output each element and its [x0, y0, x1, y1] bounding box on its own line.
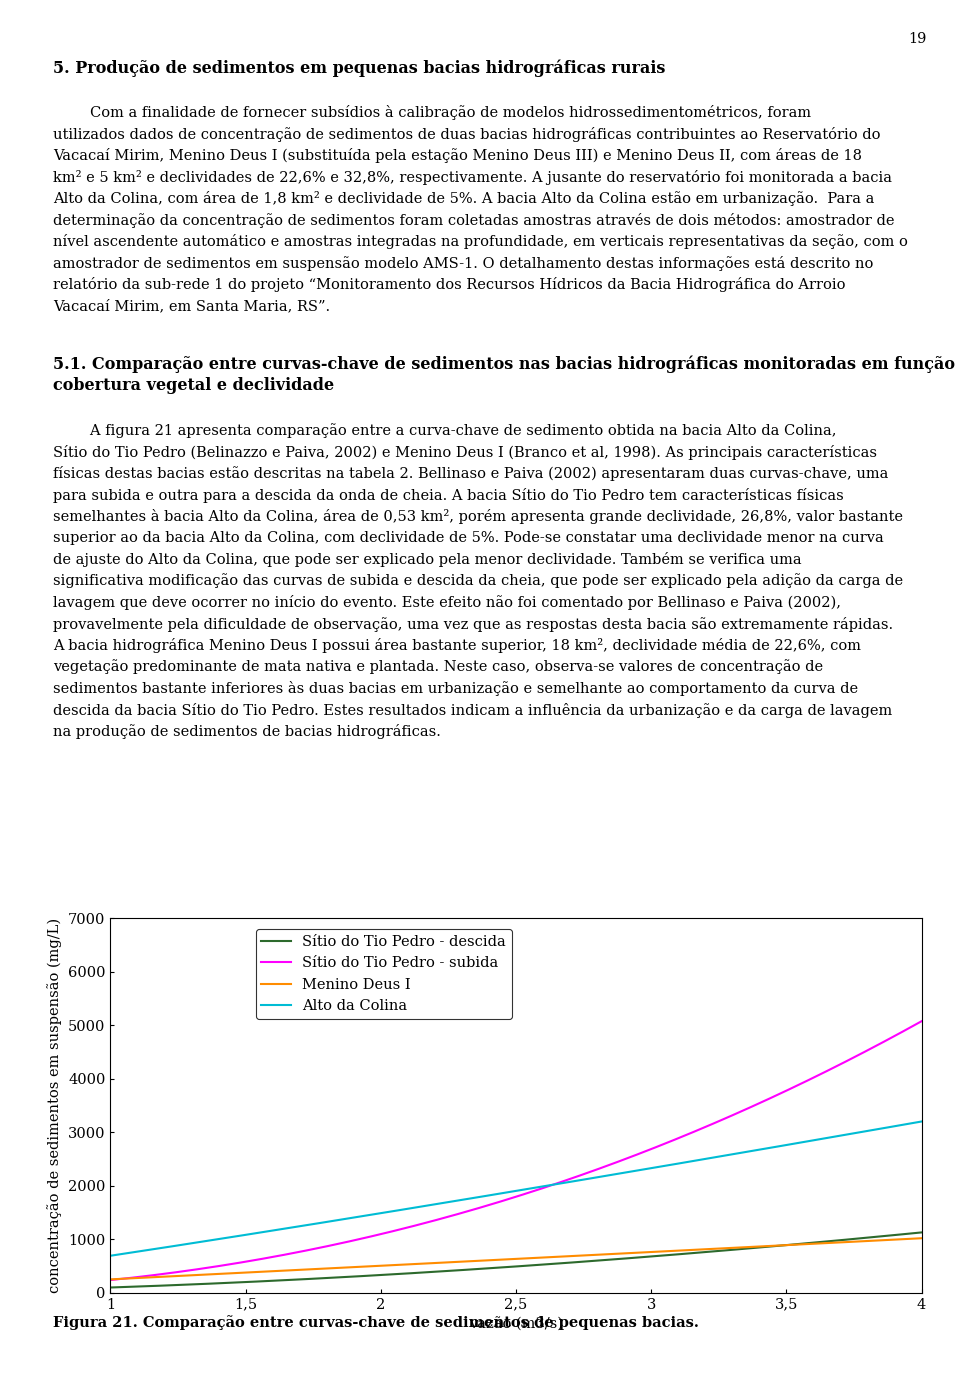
Text: 5.1. Comparação entre curvas-chave de sedimentos nas bacias hidrográficas monito: 5.1. Comparação entre curvas-chave de se… [53, 355, 960, 373]
Text: Sítio do Tio Pedro (Belinazzo e Paiva, 2002) e Menino Deus I (Branco et al, 1998: Sítio do Tio Pedro (Belinazzo e Paiva, 2… [53, 444, 876, 459]
Sítio do Tio Pedro - descida [588, 1252, 599, 1269]
Text: nível ascendente automático e amostras integradas na profundidade, em verticais : nível ascendente automático e amostras i… [53, 234, 907, 250]
Text: Vacacaí Mirim, Menino Deus I (substituída pela estação Menino Deus III) e Menino: Vacacaí Mirim, Menino Deus I (substituíd… [53, 148, 862, 164]
X-axis label: vazão (m3/s): vazão (m3/s) [469, 1318, 563, 1332]
Alto da Colina [588, 1169, 599, 1186]
Line: Menino Deus I: Menino Deus I [110, 1239, 922, 1279]
Menino Deus I [916, 1230, 927, 1247]
Text: físicas destas bacias estão descritas na tabela 2. Bellinaso e Paiva (2002) apre: físicas destas bacias estão descritas na… [53, 466, 888, 481]
Text: Figura 21. Comparação entre curvas-chave de sedimentos de pequenas bacias.: Figura 21. Comparação entre curvas-chave… [53, 1315, 699, 1330]
Alto da Colina [601, 1168, 612, 1184]
Line: Alto da Colina: Alto da Colina [110, 1122, 922, 1255]
Text: km² e 5 km² e declividades de 22,6% e 32,8%, respectivamente. A jusante do reser: km² e 5 km² e declividades de 22,6% e 32… [53, 171, 892, 184]
Text: lavagem que deve ocorrer no início do evento. Este efeito não foi comentado por : lavagem que deve ocorrer no início do ev… [53, 595, 841, 610]
Text: A figura 21 apresenta comparação entre a curva-chave de sedimento obtida na baci: A figura 21 apresenta comparação entre a… [53, 423, 836, 438]
Text: utilizados dados de concentração de sedimentos de duas bacias hidrográficas cont: utilizados dados de concentração de sedi… [53, 128, 880, 141]
Sítio do Tio Pedro - descida [585, 1252, 596, 1269]
Text: vegetação predominante de mata nativa e plantada. Neste caso, observa-se valores: vegetação predominante de mata nativa e … [53, 660, 823, 674]
Legend: Sítio do Tio Pedro - descida, Sítio do Tio Pedro - subida, Menino Deus I, Alto d: Sítio do Tio Pedro - descida, Sítio do T… [255, 929, 512, 1019]
Line: Sítio do Tio Pedro - descida: Sítio do Tio Pedro - descida [110, 1233, 922, 1287]
Text: Alto da Colina, com área de 1,8 km² e declividade de 5%. A bacia Alto da Colina : Alto da Colina, com área de 1,8 km² e de… [53, 191, 875, 207]
Text: descida da bacia Sítio do Tio Pedro. Estes resultados indicam a influência da ur: descida da bacia Sítio do Tio Pedro. Est… [53, 703, 892, 717]
Y-axis label: concentração de sedimentos em suspensão (mg/L): concentração de sedimentos em suspensão … [48, 918, 62, 1293]
Text: sedimentos bastante inferiores às duas bacias em urbanização e semelhante ao com: sedimentos bastante inferiores às duas b… [53, 681, 858, 696]
Sítio do Tio Pedro - descida [108, 1279, 119, 1295]
Text: Com a finalidade de fornecer subsídios à calibração de modelos hidrossedimentomé: Com a finalidade de fornecer subsídios à… [53, 105, 811, 121]
Sítio do Tio Pedro - subida [105, 1272, 116, 1289]
Text: de ajuste do Alto da Colina, que pode ser explicado pela menor declividade. Tamb: de ajuste do Alto da Colina, que pode se… [53, 552, 802, 567]
Menino Deus I [105, 1270, 116, 1287]
Text: semelhantes à bacia Alto da Colina, área de 0,53 km², porém apresenta grande dec: semelhantes à bacia Alto da Colina, área… [53, 509, 902, 524]
Sítio do Tio Pedro - descida [788, 1236, 800, 1252]
Menino Deus I [840, 1234, 852, 1251]
Text: relatório da sub-rede 1 do projeto “Monitoramento dos Recursos Hídricos da Bacia: relatório da sub-rede 1 do projeto “Moni… [53, 277, 846, 293]
Alto da Colina [788, 1136, 800, 1153]
Menino Deus I [601, 1246, 612, 1262]
Sítio do Tio Pedro - descida [840, 1232, 852, 1248]
Sítio do Tio Pedro - subida [840, 1053, 852, 1069]
Text: superior ao da bacia Alto da Colina, com declividade de 5%. Pode-se constatar um: superior ao da bacia Alto da Colina, com… [53, 531, 883, 545]
Text: 19: 19 [908, 32, 926, 46]
Alto da Colina [840, 1126, 852, 1143]
Sítio do Tio Pedro - subida [601, 1158, 612, 1175]
Alto da Colina [105, 1247, 116, 1264]
Sítio do Tio Pedro - descida [916, 1225, 927, 1241]
Text: provavelmente pela dificuldade de observação, uma vez que as respostas desta bac: provavelmente pela dificuldade de observ… [53, 617, 893, 631]
Alto da Colina [585, 1171, 596, 1187]
Text: determinação da concentração de sedimentos foram coletadas amostras através de d: determinação da concentração de sediment… [53, 212, 895, 227]
Alto da Colina [108, 1247, 119, 1264]
Text: amostrador de sedimentos em suspensão modelo AMS-1. O detalhamento destas inform: amostrador de sedimentos em suspensão mo… [53, 255, 874, 270]
Alto da Colina [916, 1114, 927, 1130]
Text: significativa modificação das curvas de subida e descida da cheia, que pode ser : significativa modificação das curvas de … [53, 574, 903, 588]
Sítio do Tio Pedro - subida [588, 1162, 599, 1179]
Menino Deus I [108, 1270, 119, 1287]
Text: 5. Produção de sedimentos em pequenas bacias hidrográficas rurais: 5. Produção de sedimentos em pequenas ba… [53, 60, 665, 78]
Text: na produção de sedimentos de bacias hidrográficas.: na produção de sedimentos de bacias hidr… [53, 724, 441, 739]
Text: Vacacaí Mirim, em Santa Maria, RS”.: Vacacaí Mirim, em Santa Maria, RS”. [53, 300, 330, 313]
Sítio do Tio Pedro - subida [108, 1272, 119, 1289]
Menino Deus I [588, 1247, 599, 1264]
Sítio do Tio Pedro - subida [916, 1013, 927, 1029]
Sítio do Tio Pedro - subida [585, 1164, 596, 1180]
Text: cobertura vegetal e declividade: cobertura vegetal e declividade [53, 376, 334, 394]
Line: Sítio do Tio Pedro - subida: Sítio do Tio Pedro - subida [110, 1021, 922, 1280]
Sítio do Tio Pedro - descida [105, 1279, 116, 1295]
Menino Deus I [585, 1247, 596, 1264]
Sítio do Tio Pedro - descida [601, 1251, 612, 1268]
Text: A bacia hidrográfica Menino Deus I possui área bastante superior, 18 km², decliv: A bacia hidrográfica Menino Deus I possu… [53, 638, 861, 653]
Sítio do Tio Pedro - subida [788, 1079, 800, 1096]
Menino Deus I [788, 1236, 800, 1252]
Text: para subida e outra para a descida da onda de cheia. A bacia Sítio do Tio Pedro : para subida e outra para a descida da on… [53, 488, 844, 502]
